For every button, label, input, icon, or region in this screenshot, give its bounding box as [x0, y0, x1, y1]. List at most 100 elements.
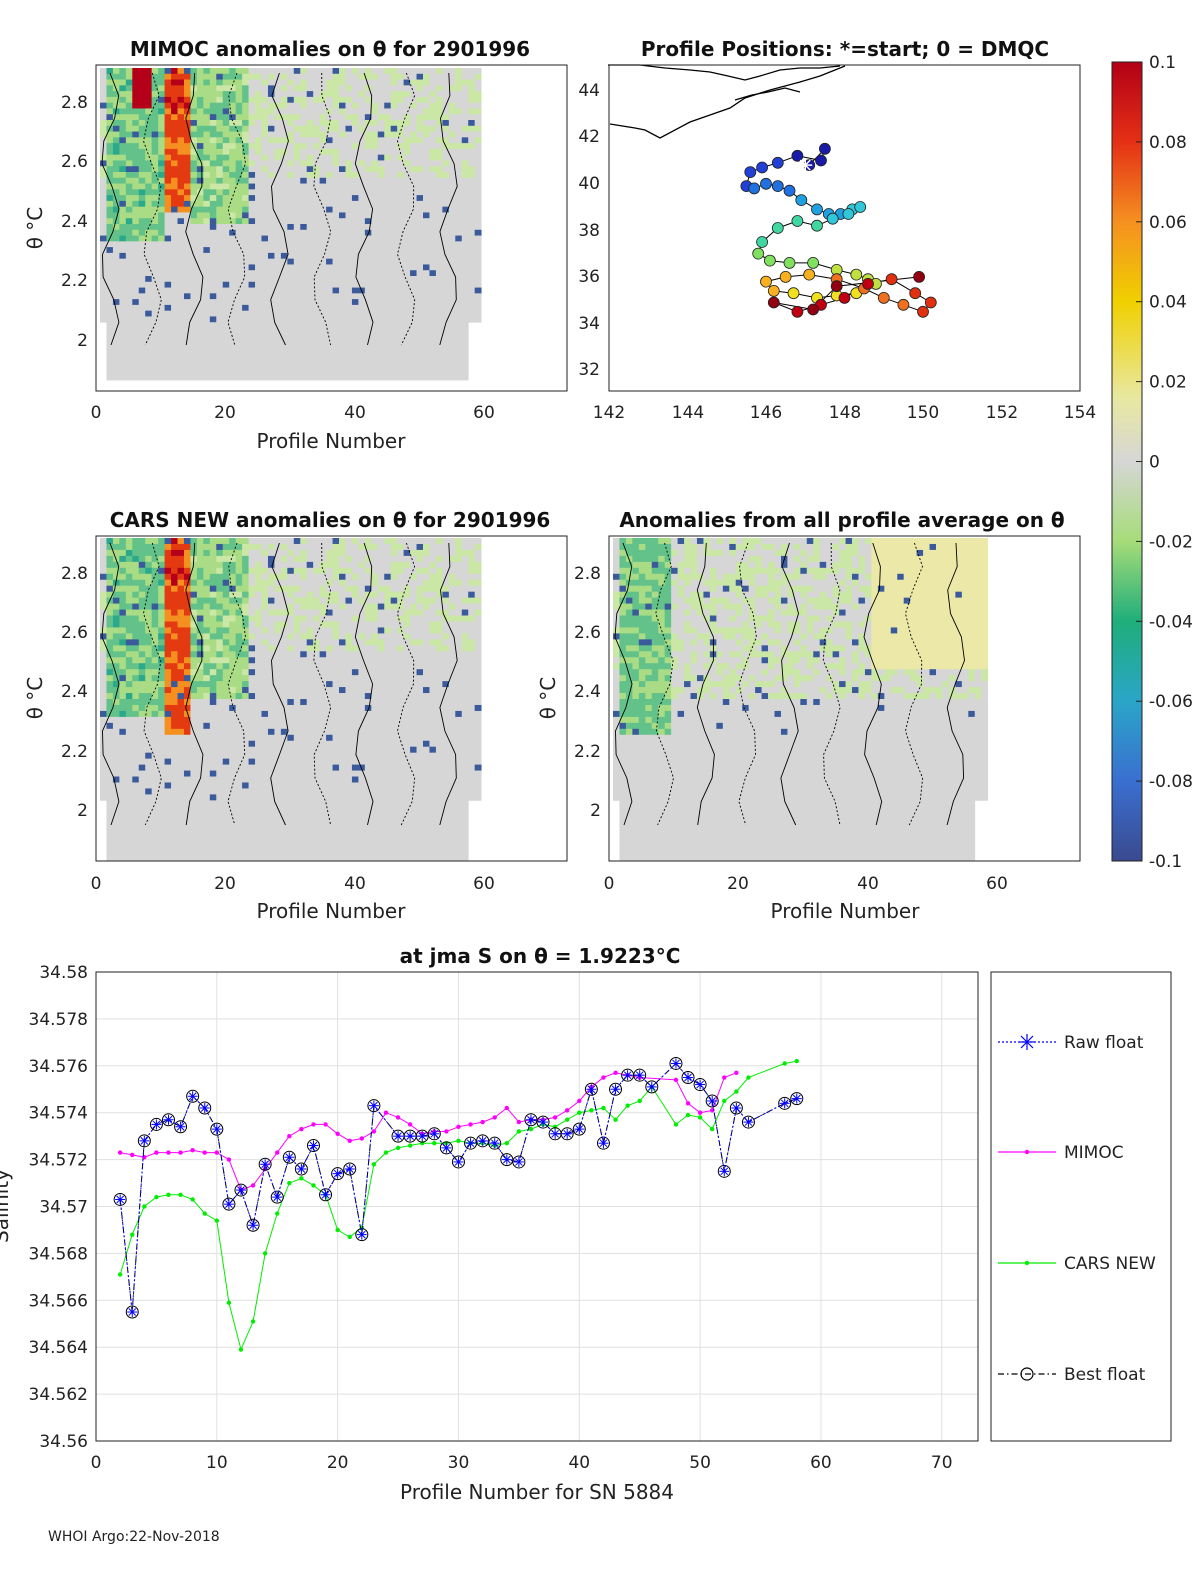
heatmap-cell — [397, 85, 405, 92]
heatmap-cell — [164, 322, 172, 329]
heatmap-cell — [267, 687, 275, 694]
heatmap-cell — [209, 675, 217, 682]
heatmap-cell — [287, 322, 295, 329]
heatmap-cell — [280, 362, 288, 369]
heatmap-cell — [209, 91, 217, 98]
heatmap-cell — [151, 824, 159, 831]
heatmap-cell — [410, 229, 417, 236]
heatmap-cell — [183, 79, 191, 86]
heatmap-cell — [390, 293, 398, 300]
heatmap-cell — [203, 681, 211, 688]
heatmap-cell — [183, 830, 191, 837]
heatmap-cell — [235, 85, 243, 92]
heatmap-cell — [183, 764, 191, 771]
heatmap-cell — [280, 252, 288, 260]
heatmap-cell — [177, 154, 185, 161]
heatmap-cell — [319, 252, 327, 260]
heatmap-cell — [313, 79, 321, 86]
heatmap-cell — [267, 96, 275, 104]
heatmap-cell — [242, 345, 249, 352]
heatmap-cell — [177, 264, 185, 271]
heatmap-cell — [158, 252, 165, 260]
heatmap-cell — [106, 704, 114, 712]
heatmap-cell — [306, 160, 314, 167]
heatmap-cell — [158, 806, 165, 813]
heatmap-cell — [229, 651, 237, 658]
heatmap-cell — [119, 830, 127, 837]
heatmap-cell — [261, 567, 269, 575]
heatmap-cell — [222, 543, 230, 551]
heatmap-cell — [261, 710, 269, 718]
heatmap-cell — [183, 573, 191, 581]
heatmap-cell — [403, 160, 411, 167]
heatmap-cell — [119, 310, 127, 317]
heatmap-cell — [435, 224, 443, 231]
heatmap-cell — [351, 200, 359, 208]
heatmap-cell — [164, 782, 172, 789]
heatmap-cell — [106, 96, 114, 104]
heatmap-cell — [164, 842, 172, 849]
heatmap-cell — [255, 657, 262, 664]
heatmap-cell — [313, 356, 321, 364]
heatmap-cell — [474, 96, 482, 104]
heatmap-cell — [125, 716, 133, 724]
heatmap-cell — [384, 79, 392, 86]
heatmap-cell — [190, 830, 198, 837]
heatmap-cell — [235, 137, 243, 144]
heatmap-cell — [442, 241, 450, 248]
heatmap-cell — [106, 183, 114, 190]
heatmap-cell — [203, 125, 211, 132]
heatmap-cell — [171, 693, 178, 700]
heatmap-cell — [171, 675, 178, 682]
heatmap-cell — [196, 818, 204, 825]
heatmap-cell — [255, 304, 262, 312]
heatmap-cell — [280, 218, 288, 225]
heatmap-cell — [177, 585, 185, 593]
heatmap-cell — [235, 675, 243, 682]
heatmap-cell — [145, 125, 153, 132]
heatmap-cell — [274, 854, 282, 861]
heatmap-cell — [300, 270, 308, 277]
heatmap-cell — [125, 189, 133, 196]
heatmap-cell — [216, 609, 224, 616]
heatmap-cell — [293, 782, 301, 789]
heatmap-cell — [416, 73, 424, 80]
heatmap-cell — [196, 752, 204, 760]
heatmap-cell — [468, 73, 476, 80]
heatmap-cell — [351, 328, 359, 335]
heatmap-cell — [403, 362, 411, 369]
heatmap-cell — [177, 543, 185, 551]
heatmap-cell — [183, 154, 191, 161]
heatmap-cell — [145, 758, 153, 765]
heatmap-cell — [429, 68, 437, 75]
heatmap-cell — [326, 252, 333, 260]
heatmap-cell — [474, 195, 482, 202]
heatmap-cell — [216, 782, 224, 789]
heatmap-cell — [377, 91, 385, 98]
heatmap-cell — [112, 293, 120, 300]
heatmap-cell — [293, 374, 301, 381]
heatmap-cell — [261, 561, 269, 569]
heatmap-cell — [358, 172, 366, 179]
heatmap-cell — [423, 328, 430, 335]
heatmap-cell — [164, 657, 172, 664]
heatmap-cell — [229, 561, 237, 569]
heatmap-cell — [274, 200, 282, 208]
heatmap-cell — [119, 293, 127, 300]
heatmap-cell — [183, 687, 191, 694]
heatmap-cell — [112, 345, 120, 352]
heatmap-cell — [300, 299, 308, 306]
heatmap-cell — [242, 218, 249, 225]
heatmap-cell — [171, 114, 178, 121]
heatmap-cell — [280, 591, 288, 599]
heatmap-cell — [171, 351, 178, 358]
heatmap-cell — [326, 264, 333, 271]
heatmap-cell — [164, 734, 172, 742]
heatmap-cell — [339, 96, 346, 104]
heatmap-cell — [261, 356, 269, 364]
heatmap-cell — [274, 287, 282, 294]
heatmap-cell — [300, 663, 308, 670]
heatmap-cell — [132, 573, 140, 581]
heatmap-cell — [435, 281, 443, 288]
heatmap-cell — [171, 362, 178, 369]
